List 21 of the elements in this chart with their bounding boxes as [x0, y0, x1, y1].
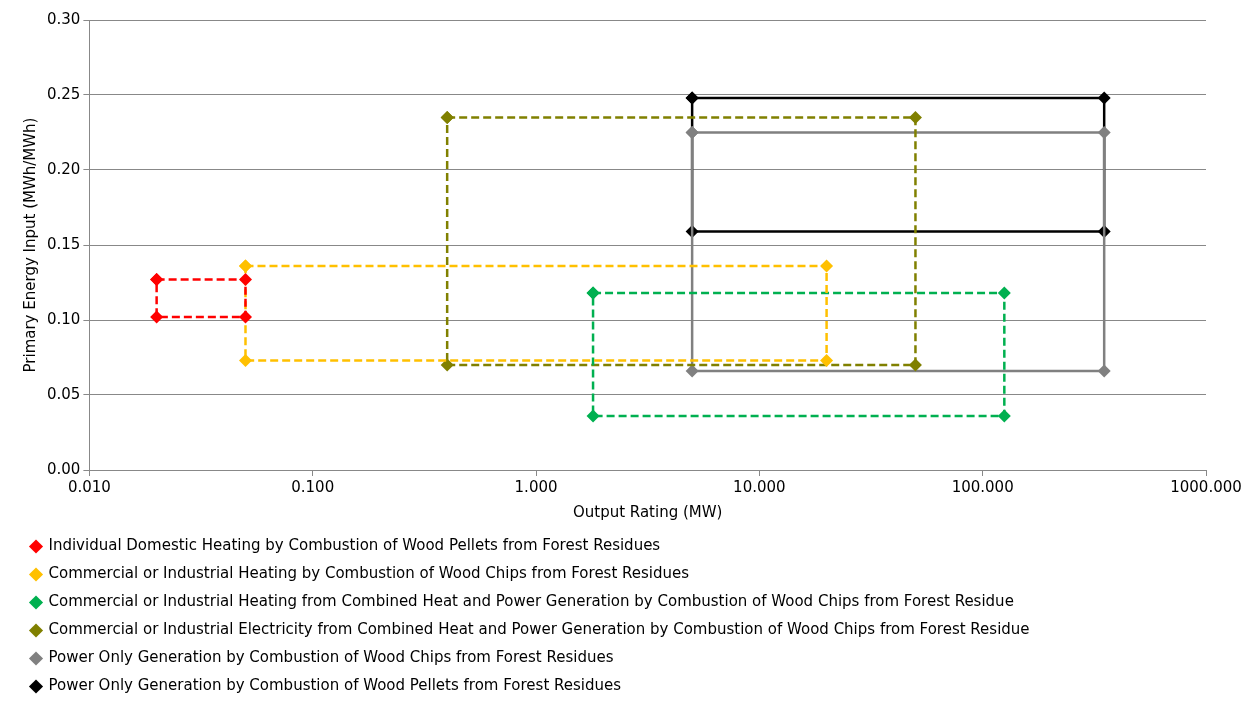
x-tick-label: 0.100	[291, 477, 335, 496]
legend-label: Commercial or Industrial Heating from Combined Heat and Power Generation by Combustion of Wood Chips from Forest Residue	[48, 592, 1014, 611]
y-tick-label: 0.30	[46, 9, 81, 28]
legend-label: Commercial or Industrial Heating by Combustion of Wood Chips from Forest Residues	[48, 564, 690, 583]
x-tick-label: 0.010	[67, 477, 111, 496]
legend-label: Commercial or Industrial Electricity from Combined Heat and Power Generation by Combustion of Wood Chips from Forest Residue	[48, 620, 1030, 639]
y-tick-label: 0.10	[46, 309, 81, 328]
x-axis-title: Output Rating (MW)	[572, 502, 723, 521]
legend-label: Power Only Generation by Combustion of Wood Chips from Forest Residues	[48, 648, 614, 667]
y-axis-title: Primary Energy Input (MWh/MWh)	[20, 117, 39, 373]
legend-label: Individual Domestic Heating by Combustion of Wood Pellets from Forest Residues	[48, 536, 661, 555]
x-tick-label: 10.000	[733, 477, 786, 496]
x-tick-label: 1000.000	[1170, 477, 1242, 496]
y-tick-label: 0.00	[46, 459, 81, 478]
y-tick-label: 0.20	[46, 159, 81, 178]
y-tick-label: 0.15	[46, 234, 81, 253]
y-tick-label: 0.25	[46, 84, 81, 103]
x-tick-label: 100.000	[951, 477, 1014, 496]
y-tick-label: 0.05	[46, 384, 81, 403]
x-tick-label: 1.000	[514, 477, 558, 496]
legend-label: Power Only Generation by Combustion of Wood Pellets from Forest Residues	[48, 676, 622, 695]
